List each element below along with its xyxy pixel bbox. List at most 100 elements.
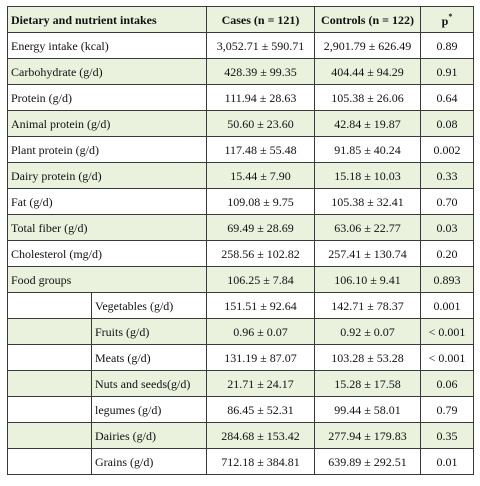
row-label: Animal protein (g/d) <box>6 110 208 137</box>
indent-cell <box>7 344 92 371</box>
table-row: Carbohydrate (g/d) 428.39 ± 99.35 404.44 ±… <box>6 58 475 85</box>
subrow-label: Fruits (g/d) <box>90 318 208 345</box>
header-p-asterisk: * <box>448 12 453 21</box>
p-value: < 0.001 <box>420 318 475 345</box>
p-value: 0.06 <box>420 370 475 397</box>
p-value: 0.893 <box>420 266 475 293</box>
p-value: 0.91 <box>420 58 475 85</box>
table-row: Total fiber (g/d) 69.49 ± 28.69 63.06 ± 22… <box>6 214 475 241</box>
cases-value: 0.96 ± 0.07 <box>206 318 316 345</box>
cases-value: 15.44 ± 7.90 <box>206 162 316 189</box>
cases-value: 284.68 ± 153.42 <box>206 422 316 449</box>
cases-value: 428.39 ± 99.35 <box>206 58 316 85</box>
controls-value: 639.89 ± 292.51 <box>314 448 422 475</box>
controls-value: 142.71 ± 78.37 <box>314 292 422 319</box>
controls-value: 63.06 ± 22.77 <box>314 214 422 241</box>
controls-value: 99.44 ± 58.01 <box>314 396 422 423</box>
row-label: Plant protein (g/d) <box>6 136 208 163</box>
controls-value: 15.18 ± 10.03 <box>314 162 422 189</box>
header-row: Dietary and nutrient intakes Cases (n = … <box>6 6 475 33</box>
indent-cell <box>7 370 92 397</box>
cases-value: 117.48 ± 55.48 <box>206 136 316 163</box>
header-p: p* <box>420 6 475 33</box>
p-value: 0.08 <box>420 110 475 137</box>
table-subrow: Fruits (g/d) 0.96 ± 0.07 0.92 ± 0.07 < 0.00… <box>7 318 475 345</box>
cases-value: 151.51 ± 92.64 <box>206 292 316 319</box>
table-subrow: Grains (g/d) 712.18 ± 384.81 639.89 ± 292.… <box>7 448 475 475</box>
controls-value: 91.85 ± 40.24 <box>314 136 422 163</box>
table-body: Dietary and nutrient intakes Cases (n = … <box>6 6 475 475</box>
controls-value: 15.28 ± 17.58 <box>314 370 422 397</box>
cases-value: 258.56 ± 102.82 <box>206 240 316 267</box>
p-value: 0.70 <box>420 188 475 215</box>
row-label: Fat (g/d) <box>6 188 208 215</box>
controls-value: 2,901.79 ± 626.49 <box>314 32 422 59</box>
table-row: Animal protein (g/d) 50.60 ± 23.60 42.84 ±… <box>6 110 475 137</box>
table-row: Cholesterol (mg/d) 258.56 ± 102.82 257.41 … <box>6 240 475 267</box>
indent-cell <box>7 422 92 449</box>
table-subrow: legumes (g/d) 86.45 ± 52.31 99.44 ± 58.01 0… <box>7 396 475 423</box>
p-value: 0.79 <box>420 396 475 423</box>
row-label: Energy intake (kcal) <box>6 32 208 59</box>
table-subrow: Dairies (g/d) 284.68 ± 153.42 277.94 ± 179… <box>7 422 475 449</box>
controls-value: 42.84 ± 19.87 <box>314 110 422 137</box>
controls-value: 103.28 ± 53.28 <box>314 344 422 371</box>
header-p-letter: p <box>441 14 449 28</box>
row-label: Dairy protein (g/d) <box>6 162 208 189</box>
header-cases: Cases (n = 121) <box>206 6 316 33</box>
cases-value: 111.94 ± 28.63 <box>206 84 316 111</box>
controls-value: 404.44 ± 94.29 <box>314 58 422 85</box>
subrow-label: Vegetables (g/d) <box>90 292 208 319</box>
table-row: Energy intake (kcal) 3,052.71 ± 590.71 2,9… <box>6 32 475 59</box>
p-value: 0.01 <box>420 448 475 475</box>
cases-value: 21.71 ± 24.17 <box>206 370 316 397</box>
indent-cell <box>7 396 92 423</box>
row-label: Total fiber (g/d) <box>6 214 208 241</box>
table-row: Plant protein (g/d) 117.48 ± 55.48 91.85 ±… <box>6 136 475 163</box>
p-value: 0.89 <box>420 32 475 59</box>
subrow-label: Meats (g/d) <box>90 344 208 371</box>
controls-value: 105.38 ± 26.06 <box>314 84 422 111</box>
header-controls: Controls (n = 122) <box>314 6 422 33</box>
table-subrow: Vegetables (g/d) 151.51 ± 92.64 142.71 ± 7… <box>7 292 475 319</box>
row-label: Food groups <box>6 266 208 293</box>
p-value: 0.64 <box>420 84 475 111</box>
cases-value: 712.18 ± 384.81 <box>206 448 316 475</box>
table-subrow: Meats (g/d) 131.19 ± 87.07 103.28 ± 53.28 <… <box>7 344 475 371</box>
row-label: Carbohydrate (g/d) <box>6 58 208 85</box>
indent-cell <box>7 448 92 475</box>
controls-value: 105.38 ± 32.41 <box>314 188 422 215</box>
cases-value: 50.60 ± 23.60 <box>206 110 316 137</box>
cases-value: 86.45 ± 52.31 <box>206 396 316 423</box>
subrow-label: Grains (g/d) <box>90 448 208 475</box>
indent-cell <box>7 318 92 345</box>
table-row: Fat (g/d) 109.08 ± 9.75 105.38 ± 32.41 0.70 <box>6 188 475 215</box>
subrow-label: legumes (g/d) <box>90 396 208 423</box>
controls-value: 0.92 ± 0.07 <box>314 318 422 345</box>
table-subrow: Nuts and seeds(g/d) 21.71 ± 24.17 15.28 ± … <box>7 370 475 397</box>
table-row: Food groups 106.25 ± 7.84 106.10 ± 9.41 0.8… <box>6 266 475 293</box>
cases-value: 3,052.71 ± 590.71 <box>206 32 316 59</box>
p-value: 0.33 <box>420 162 475 189</box>
indent-cell <box>7 292 92 319</box>
cases-value: 131.19 ± 87.07 <box>206 344 316 371</box>
p-value: 0.001 <box>420 292 475 319</box>
cases-value: 109.08 ± 9.75 <box>206 188 316 215</box>
subrow-label: Dairies (g/d) <box>90 422 208 449</box>
p-value: 0.002 <box>420 136 475 163</box>
p-value: 0.03 <box>420 214 475 241</box>
cases-value: 106.25 ± 7.84 <box>206 266 316 293</box>
subrow-label: Nuts and seeds(g/d) <box>90 370 208 397</box>
p-value: 0.35 <box>420 422 475 449</box>
table-row: Protein (g/d) 111.94 ± 28.63 105.38 ± 26.0… <box>6 84 475 111</box>
controls-value: 277.94 ± 179.83 <box>314 422 422 449</box>
table-row: Dairy protein (g/d) 15.44 ± 7.90 15.18 ± 1… <box>6 162 475 189</box>
cases-value: 69.49 ± 28.69 <box>206 214 316 241</box>
nutrient-intake-table: Dietary and nutrient intakes Cases (n = … <box>6 6 475 475</box>
controls-value: 257.41 ± 130.74 <box>314 240 422 267</box>
p-value: 0.20 <box>420 240 475 267</box>
row-label: Cholesterol (mg/d) <box>6 240 208 267</box>
row-label: Protein (g/d) <box>6 84 208 111</box>
header-label: Dietary and nutrient intakes <box>6 6 208 33</box>
controls-value: 106.10 ± 9.41 <box>314 266 422 293</box>
